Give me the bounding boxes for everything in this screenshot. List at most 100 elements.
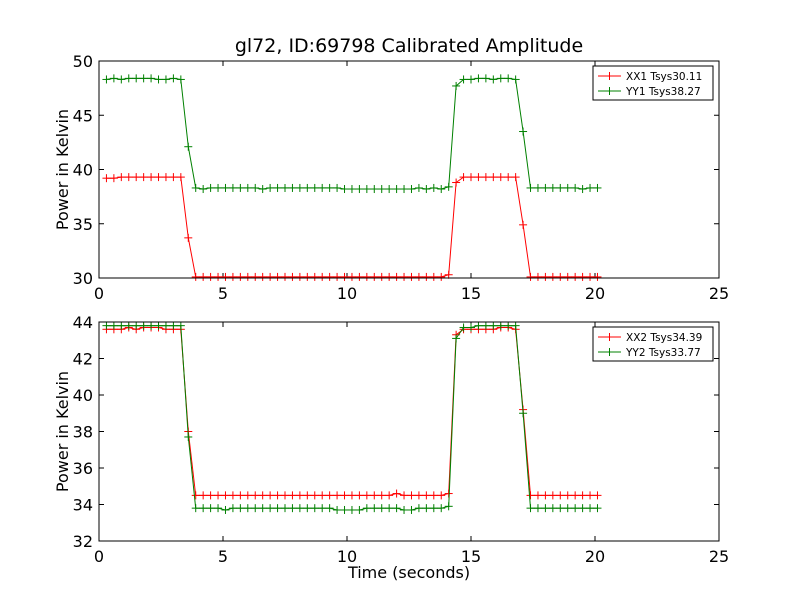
data-point bbox=[444, 182, 453, 191]
data-point bbox=[303, 272, 312, 281]
x-tick-label: 20 bbox=[585, 547, 605, 566]
data-point bbox=[236, 183, 245, 192]
data-point bbox=[281, 272, 289, 281]
data-point bbox=[251, 491, 260, 500]
data-point bbox=[496, 321, 505, 330]
data-point bbox=[511, 173, 520, 182]
data-point bbox=[266, 504, 275, 513]
data-point bbox=[563, 491, 572, 500]
data-point bbox=[340, 272, 349, 281]
data-point bbox=[288, 183, 297, 192]
data-point bbox=[474, 321, 483, 330]
data-point bbox=[102, 75, 111, 84]
data-point bbox=[362, 185, 371, 194]
data-point bbox=[154, 173, 163, 182]
y-tick-label: 36 bbox=[73, 459, 93, 478]
data-point bbox=[593, 183, 602, 192]
data-point bbox=[548, 504, 557, 513]
data-point bbox=[333, 183, 342, 192]
x-tick-label: 5 bbox=[218, 284, 228, 303]
data-point bbox=[243, 491, 252, 500]
data-point bbox=[511, 321, 520, 330]
data-point bbox=[340, 185, 349, 194]
data-point bbox=[548, 183, 557, 192]
data-point bbox=[578, 504, 587, 513]
data-point bbox=[132, 74, 141, 83]
y-tick-label: 30 bbox=[73, 269, 93, 288]
data-point bbox=[519, 409, 528, 418]
data-point bbox=[414, 504, 423, 513]
data-point bbox=[571, 504, 580, 513]
data-point bbox=[407, 505, 416, 514]
data-point bbox=[236, 504, 245, 513]
data-point bbox=[385, 491, 394, 500]
data-point bbox=[102, 174, 111, 183]
x-tick-label: 10 bbox=[337, 284, 357, 303]
legend-entry: XX2 Tsys34.39 bbox=[598, 332, 702, 344]
data-point bbox=[310, 504, 319, 513]
data-point bbox=[206, 272, 215, 281]
data-point bbox=[385, 185, 394, 194]
data-point bbox=[556, 272, 565, 281]
data-point bbox=[243, 183, 252, 192]
data-point bbox=[273, 272, 282, 281]
x-tick-label: 5 bbox=[218, 547, 228, 566]
data-point bbox=[169, 74, 178, 83]
data-point bbox=[206, 491, 215, 500]
data-point bbox=[310, 272, 319, 281]
data-point bbox=[161, 75, 170, 84]
x-tick-label: 25 bbox=[709, 547, 729, 566]
data-point bbox=[154, 321, 163, 330]
data-point bbox=[273, 491, 282, 500]
data-point bbox=[548, 491, 557, 500]
data-point bbox=[228, 491, 237, 500]
data-point bbox=[191, 183, 200, 192]
data-point bbox=[199, 272, 208, 281]
data-point bbox=[377, 272, 386, 281]
data-point bbox=[303, 183, 312, 192]
data-point bbox=[318, 491, 327, 500]
data-point bbox=[139, 74, 148, 83]
data-point bbox=[563, 183, 572, 192]
data-point bbox=[109, 174, 118, 183]
data-point bbox=[533, 183, 542, 192]
legend-box bbox=[592, 65, 714, 101]
data-point bbox=[533, 504, 542, 513]
data-point bbox=[377, 185, 386, 194]
data-point bbox=[176, 173, 185, 182]
data-point bbox=[199, 491, 208, 500]
data-point bbox=[109, 74, 118, 83]
data-point bbox=[109, 321, 118, 330]
data-point bbox=[251, 272, 260, 281]
data-point bbox=[347, 505, 356, 514]
data-point bbox=[377, 491, 386, 500]
legend: XX1 Tsys30.11 YY1 Tsys38.27 bbox=[592, 65, 714, 101]
data-point bbox=[556, 504, 565, 513]
legend-label: YY1 Tsys38.27 bbox=[625, 86, 701, 98]
data-point bbox=[533, 491, 542, 500]
data-point bbox=[370, 272, 379, 281]
data-point bbox=[467, 173, 475, 182]
legend-label: XX1 Tsys30.11 bbox=[626, 71, 702, 83]
x-tick-label: 0 bbox=[94, 284, 104, 303]
data-point bbox=[199, 185, 208, 194]
data-point bbox=[273, 504, 282, 513]
data-point bbox=[243, 504, 252, 513]
data-point bbox=[429, 272, 438, 281]
data-point bbox=[355, 272, 364, 281]
data-point bbox=[228, 183, 237, 192]
data-point bbox=[221, 505, 230, 514]
data-point bbox=[392, 272, 401, 281]
data-point bbox=[414, 272, 423, 281]
data-point bbox=[429, 504, 438, 513]
data-point bbox=[474, 74, 483, 83]
y-tick-label: 34 bbox=[73, 496, 93, 515]
data-point bbox=[221, 183, 230, 192]
data-point bbox=[459, 323, 468, 332]
data-point bbox=[176, 321, 185, 330]
series-2 bbox=[102, 321, 602, 514]
data-point bbox=[221, 491, 230, 500]
data-point bbox=[132, 321, 141, 330]
data-point bbox=[295, 491, 304, 500]
x-tick-label: 25 bbox=[709, 284, 729, 303]
